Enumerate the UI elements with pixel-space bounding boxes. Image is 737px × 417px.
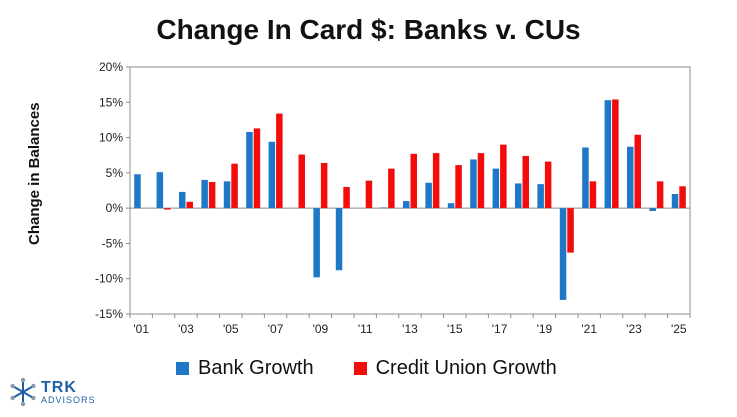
x-tick-label: '11	[358, 322, 373, 336]
credit-union-growth-bar	[477, 153, 485, 209]
y-tick-label: -5%	[102, 236, 124, 250]
bank-growth-bar	[335, 208, 343, 271]
credit-union-growth-bar	[522, 155, 529, 209]
bank-growth-bar	[403, 201, 410, 209]
credit-union-growth-bar	[432, 153, 440, 209]
credit-union-growth-bar	[276, 113, 283, 209]
y-tick-label: 15%	[99, 95, 123, 109]
bank-growth-bar	[671, 194, 679, 209]
bank-growth-bar	[134, 174, 141, 209]
legend-swatch-credit-union	[353, 361, 367, 375]
bank-growth-bar	[156, 172, 164, 209]
legend-item-bank: Bank Growth	[176, 357, 314, 380]
y-tick-label: -10%	[95, 272, 123, 286]
bank-growth-bar	[313, 208, 320, 278]
credit-union-growth-bar	[388, 168, 395, 209]
credit-union-growth-bar	[544, 161, 552, 209]
legend: Bank Growth Credit Union Growth	[176, 356, 597, 380]
bank-growth-bar	[447, 203, 455, 209]
credit-union-growth-bar	[320, 162, 328, 209]
logo-name: TRK	[41, 378, 77, 396]
credit-union-growth-bar	[231, 163, 238, 209]
bank-growth-bar	[201, 179, 208, 209]
bank-growth-bar	[268, 141, 276, 209]
bank-growth-bar	[492, 168, 500, 209]
credit-union-growth-bar	[500, 144, 507, 209]
y-tick-label: 5%	[106, 166, 124, 180]
legend-swatch-bank	[176, 361, 189, 375]
credit-union-growth-bar	[343, 186, 350, 209]
x-tick-label: '17	[492, 322, 508, 336]
bank-growth-bar	[179, 191, 186, 209]
trk-advisors-logo: TRK ADVISORS	[8, 377, 96, 407]
credit-union-growth-bar	[634, 134, 641, 209]
x-tick-label: '13	[402, 322, 418, 336]
credit-union-growth-bar	[164, 208, 171, 210]
credit-union-growth-bar	[656, 181, 664, 209]
credit-union-growth-bar	[612, 99, 619, 209]
plot-frame	[129, 66, 691, 315]
legend-label-credit-union: Credit Union Growth	[375, 356, 557, 379]
legend-label-bank: Bank Growth	[198, 356, 314, 379]
credit-union-growth-bar	[365, 180, 373, 209]
credit-union-growth-bar	[208, 182, 216, 209]
bank-growth-bar	[649, 208, 656, 211]
bank-growth-bar	[559, 208, 567, 300]
credit-union-growth-bar	[589, 181, 597, 209]
x-tick-label: '01	[133, 322, 149, 336]
logo-snowflake-icon	[10, 377, 36, 407]
y-tick-label: 10%	[99, 131, 123, 145]
y-tick-label: 20%	[99, 60, 123, 74]
x-tick-label: '21	[581, 322, 597, 336]
bank-growth-bar	[223, 181, 231, 209]
chart-title: Change In Card $: Banks v. CUs	[156, 14, 581, 45]
bank-growth-bar	[425, 182, 432, 209]
bank-growth-bar	[627, 146, 634, 209]
bank-growth-bar	[246, 131, 253, 209]
x-tick-label: '19	[537, 322, 553, 336]
credit-union-growth-bar	[679, 186, 686, 209]
x-tick-label: '05	[223, 322, 239, 336]
bank-growth-bar	[604, 100, 612, 209]
credit-union-growth-bar	[455, 165, 462, 209]
legend-item-credit-union: Credit Union Growth	[353, 356, 557, 380]
credit-union-growth-bar	[298, 154, 305, 209]
x-tick-label: '15	[447, 322, 463, 336]
bank-growth-bar	[582, 147, 589, 209]
x-tick-label: '03	[178, 322, 194, 336]
y-tick-label: 0%	[106, 201, 124, 215]
x-tick-label: '07	[268, 322, 284, 336]
bank-growth-bar	[470, 159, 477, 209]
x-tick-label: '09	[313, 322, 329, 336]
x-tick-label: '25	[671, 322, 687, 336]
bank-growth-bar	[537, 184, 544, 209]
bank-growth-bar	[515, 183, 522, 209]
y-tick-label: -15%	[95, 307, 123, 321]
bank-growth-bar	[380, 207, 388, 209]
credit-union-growth-bar	[567, 208, 574, 253]
credit-union-growth-bar	[410, 153, 417, 209]
logo-subtitle: ADVISORS	[41, 394, 96, 405]
x-tick-label: '23	[626, 322, 642, 336]
credit-union-growth-bar	[253, 128, 261, 209]
credit-union-growth-bar	[186, 201, 193, 209]
